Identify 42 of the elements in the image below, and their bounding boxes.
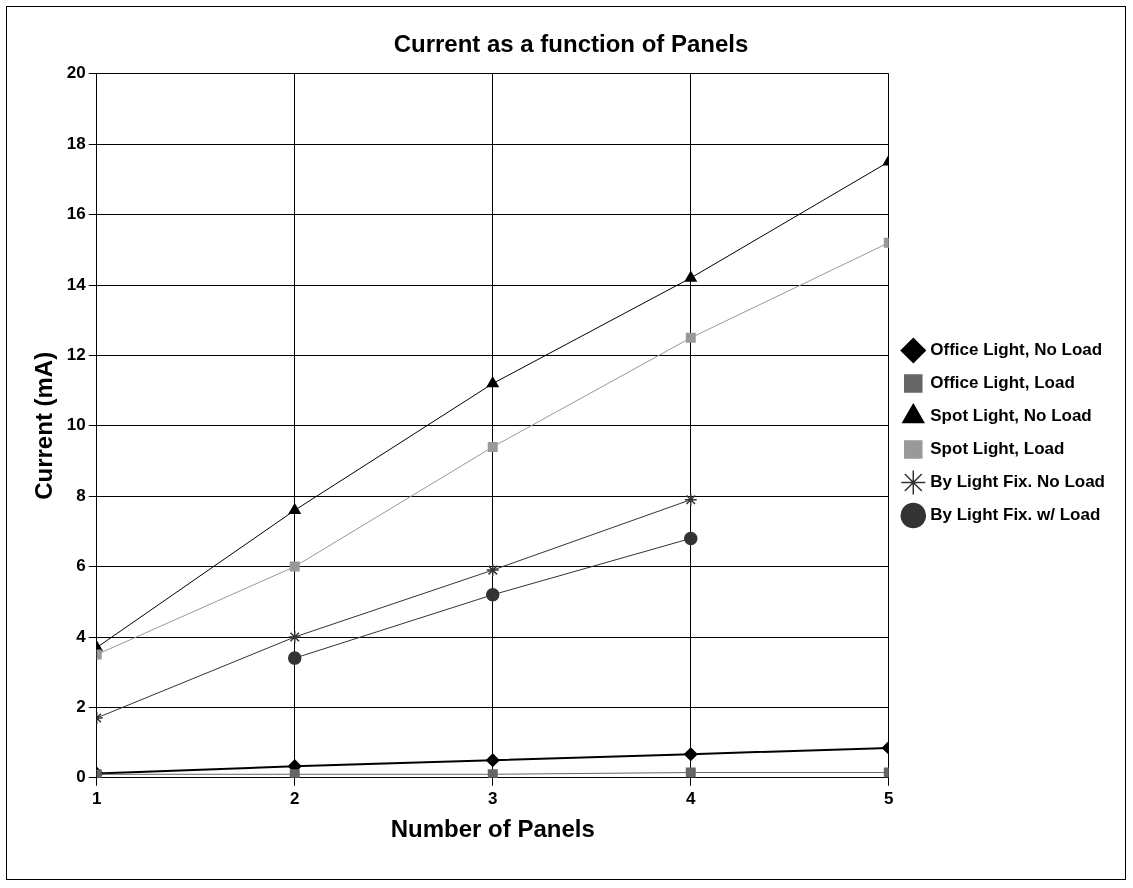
x-tick-label: 4 — [686, 788, 697, 808]
x-tick-label: 1 — [91, 788, 102, 808]
y-tick-label: 6 — [76, 556, 86, 576]
legend-label: Office Light, Load — [930, 373, 1075, 393]
point — [684, 531, 698, 546]
point — [685, 767, 696, 778]
point — [486, 376, 499, 388]
point — [487, 441, 498, 452]
y-tick-label: 0 — [76, 767, 86, 787]
y-tick-label: 8 — [76, 485, 86, 505]
y-tick-label: 14 — [66, 274, 87, 294]
point — [487, 769, 498, 778]
y-tick-label: 20 — [66, 63, 86, 83]
legend-label: Spot Light, No Load — [930, 406, 1092, 426]
y-tick-label: 10 — [66, 415, 86, 435]
chart-title: Current as a function of Panels — [393, 30, 749, 58]
point — [486, 563, 500, 577]
point — [288, 503, 301, 515]
point — [684, 271, 697, 282]
point — [287, 651, 302, 665]
point — [289, 769, 300, 778]
y-tick-label: 16 — [66, 204, 86, 224]
y-axis-title: Current (mA) — [30, 351, 58, 500]
x-tick-label: 3 — [488, 788, 498, 808]
point — [486, 753, 500, 767]
point — [486, 588, 500, 602]
legend-label: Office Light, No Load — [930, 340, 1103, 360]
legend-label: By Light Fix. No Load — [930, 472, 1105, 492]
y-tick-label: 18 — [66, 133, 86, 153]
x-axis-title: Number of Panels — [390, 815, 595, 843]
point — [289, 561, 300, 572]
point — [287, 630, 302, 644]
legend-label: Spot Light, Load — [930, 439, 1065, 459]
y-tick-label: 2 — [76, 697, 86, 717]
point — [684, 747, 698, 761]
x-tick-label: 2 — [289, 788, 300, 808]
legend-label: By Light Fix. w/ Load — [930, 505, 1101, 525]
y-tick-label: 12 — [66, 345, 86, 365]
x-tick-label: 5 — [884, 788, 894, 808]
point — [685, 332, 696, 343]
y-tick-label: 4 — [76, 626, 87, 646]
point — [684, 492, 698, 507]
